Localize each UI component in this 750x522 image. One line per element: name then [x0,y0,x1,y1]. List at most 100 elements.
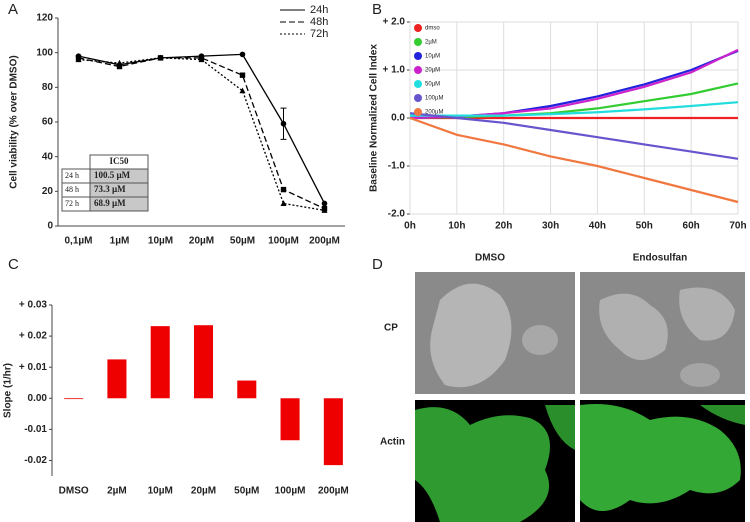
legend-dot [414,52,422,60]
legend-dot [414,94,422,102]
legend-label: 20µM [425,68,440,74]
x-tick-label: 100µM [275,486,306,497]
table-header: IC50 [109,156,129,166]
y-tick-label: + 0.02 [19,331,48,342]
table-text: 100.5 µM [94,170,131,180]
x-tick-label: 20µM [189,236,214,247]
series-line [409,49,739,120]
marker [280,186,287,193]
bar [150,326,170,399]
y-axis-label: Slope (1/hr) [3,363,14,418]
x-tick-label: 0h [404,221,416,232]
x-tick-label: 2µM [107,486,127,497]
y-tick-label: 0 [47,221,53,232]
y-tick-label: 0.0 [391,113,405,124]
y-tick-label: + 2.0 [382,17,405,28]
legend-label: 2µM [425,40,437,46]
microscopy-images [415,272,745,522]
bar [280,398,300,441]
series-line [409,116,739,204]
x-tick-label: 10µM [148,236,173,247]
x-tick-label: 100µM [268,236,299,247]
y-tick-label: + 0.01 [19,362,48,373]
legend-dot [414,80,422,88]
marker [239,51,246,58]
table-text: 68.9 µM [94,198,126,208]
x-tick-label: 60h [683,221,700,232]
legend-label: 50µM [425,82,440,88]
marker [116,59,123,66]
marker [75,56,82,63]
panel-label: A [8,1,18,18]
marker [321,207,328,213]
y-tick-label: 60 [42,117,54,128]
legend-label: 10µM [425,54,440,60]
x-tick-label: 10h [448,221,465,232]
error-bar [280,107,287,140]
legend-dot [414,24,422,32]
y-tick-label: 20 [42,186,54,197]
x-tick-label: 50µM [234,486,259,497]
y-tick-label: 100 [36,47,53,58]
table-text: 73.3 µM [94,184,126,194]
legend-label: 48h [310,16,328,28]
series-line [409,48,739,120]
y-tick-label: 40 [42,151,54,162]
legend-dot [414,66,422,74]
x-tick-label: 50µM [230,236,255,247]
panel-label: C [8,256,19,273]
row-label: CP [384,323,398,334]
bar [237,380,257,399]
panel-label: D [372,256,383,273]
panel-label: B [372,1,382,18]
y-axis-label: Baseline Normalized Cell Index [369,44,380,192]
column-label: Endosulfan [633,253,687,264]
y-tick-label: -0.02 [24,455,47,466]
x-tick-label: DMSO [59,486,89,497]
table-text: 72 h [65,199,79,208]
y-tick-label: -1.0 [388,161,406,172]
legend-dot [414,108,422,116]
marker [157,54,164,61]
legend-label: 100µM [425,96,443,102]
legend-label: 72h [310,28,328,40]
y-tick-label: 120 [36,13,53,24]
legend-dot [414,38,422,46]
legend-label: 24h [310,4,328,16]
legend-label: dmso [425,26,440,32]
x-tick-label: 70h [729,221,746,232]
bar [323,398,343,466]
table-text: 24 h [65,171,79,180]
marker [280,200,287,206]
series-line [409,112,739,160]
bar [64,398,84,400]
y-tick-label: + 1.0 [382,65,405,76]
marker [198,56,205,63]
x-tick-label: 40h [589,221,606,232]
x-tick-label: 200µM [309,236,340,247]
marker [239,87,246,94]
bar [193,325,214,399]
y-axis-label: Cell viability (% over DMSO) [9,55,20,188]
marker [116,63,123,70]
series-line [410,101,739,117]
bar [107,359,127,399]
x-tick-label: 30h [542,221,559,232]
y-tick-label: 0.00 [28,393,48,404]
y-tick-label: -2.0 [388,209,406,220]
x-tick-label: 20h [495,221,512,232]
x-tick-label: 10µM [148,486,173,497]
x-tick-label: 20µM [191,486,216,497]
column-label: DMSO [475,253,505,264]
table-cell [89,196,149,212]
table-text: 48 h [65,185,79,194]
row-label: Actin [380,437,405,448]
y-tick-label: -0.01 [24,424,47,435]
x-tick-label: 0,1µM [65,236,93,247]
y-tick-label: 80 [42,82,54,93]
x-tick-label: 50h [636,221,653,232]
marker [239,72,246,78]
marker [321,200,328,207]
x-tick-label: 200µM [318,486,349,497]
